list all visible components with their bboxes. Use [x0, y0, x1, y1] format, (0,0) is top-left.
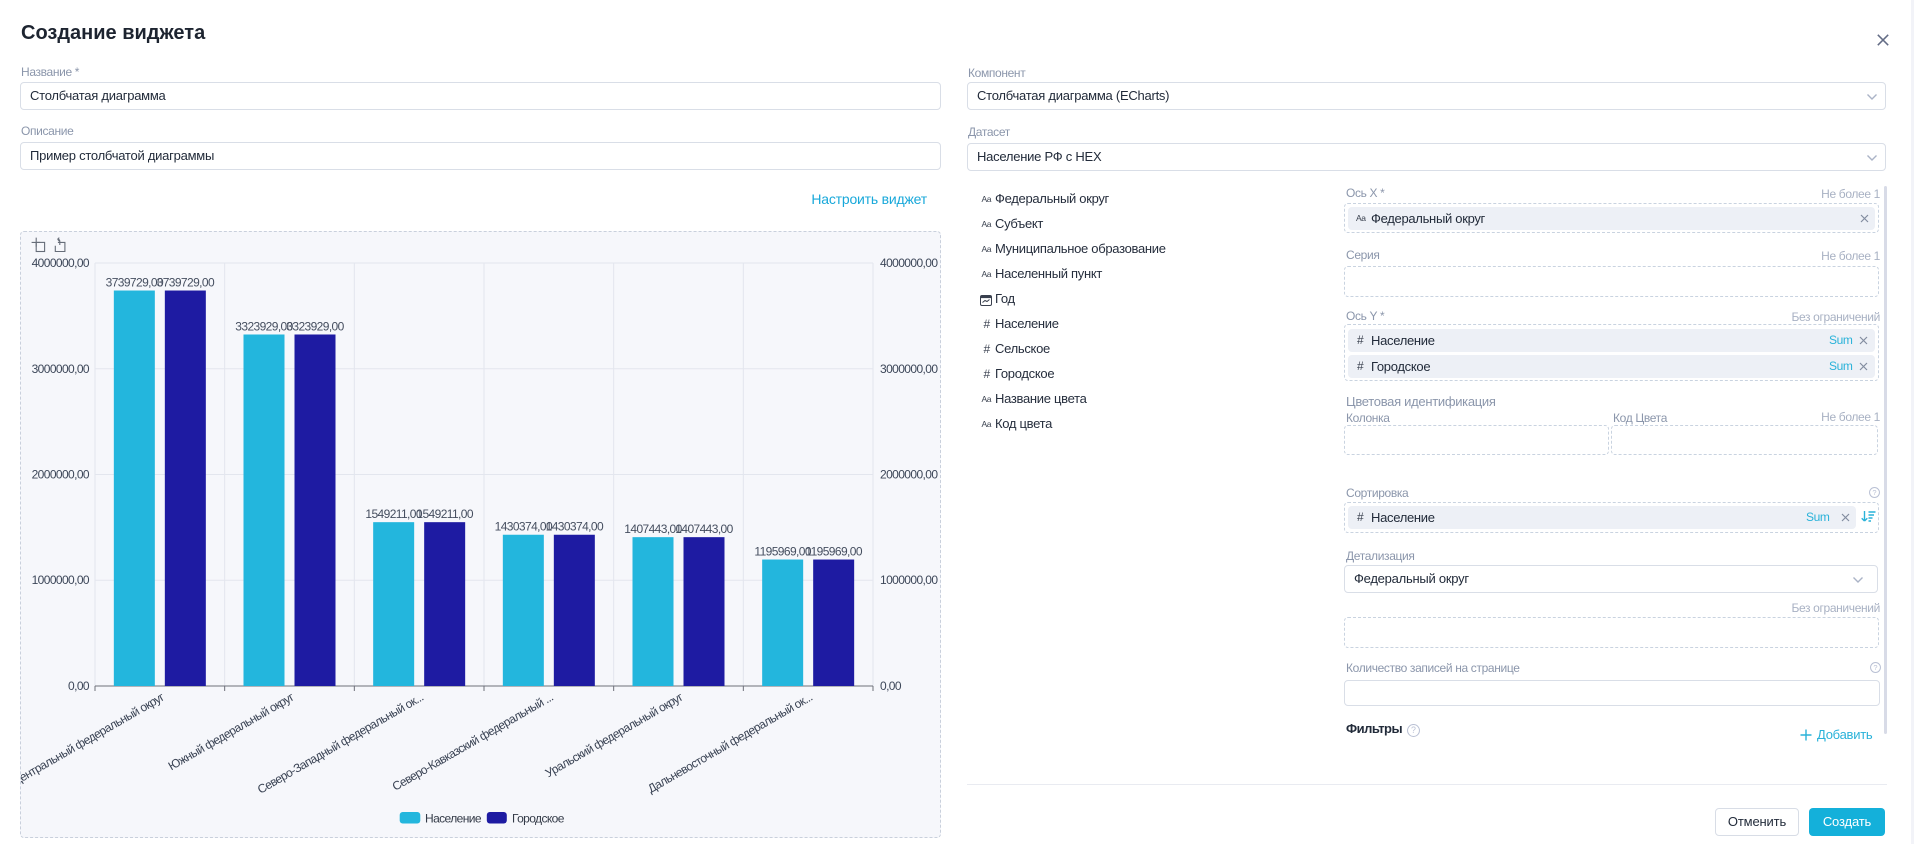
svg-text:3323929,00: 3323929,00 — [235, 319, 293, 333]
svg-text:3000000,00: 3000000,00 — [880, 362, 938, 376]
svg-text:4000000,00: 4000000,00 — [880, 256, 938, 270]
svg-text:1000000,00: 1000000,00 — [880, 573, 938, 587]
svg-text:2000000,00: 2000000,00 — [32, 468, 90, 482]
svg-text:?: ? — [1873, 663, 1877, 672]
svg-text:1407443,00: 1407443,00 — [624, 522, 682, 536]
svg-text:1407443,00: 1407443,00 — [675, 522, 733, 536]
svg-text:2000000,00: 2000000,00 — [880, 468, 938, 482]
svg-text:4000000,00: 4000000,00 — [32, 256, 90, 270]
svg-text:0,00: 0,00 — [880, 679, 902, 693]
svg-text:Население: Население — [425, 812, 482, 826]
svg-text:3000000,00: 3000000,00 — [32, 362, 90, 376]
svg-text:1430374,00: 1430374,00 — [546, 520, 604, 534]
svg-text:1549211,00: 1549211,00 — [416, 507, 473, 521]
svg-text:Южный федеральный округ: Южный федеральный округ — [166, 689, 297, 773]
svg-text:?: ? — [1872, 488, 1876, 497]
svg-text:Уральский федеральный округ: Уральский федеральный округ — [543, 689, 686, 780]
svg-text:3323929,00: 3323929,00 — [286, 319, 344, 333]
svg-text:Центральный федеральный округ: Центральный федеральный округ — [21, 689, 167, 788]
svg-text:0,00: 0,00 — [68, 679, 90, 693]
svg-text:1195969,00: 1195969,00 — [754, 545, 811, 559]
svg-text:3739729,00: 3739729,00 — [157, 276, 215, 290]
svg-text:3739729,00: 3739729,00 — [106, 276, 164, 290]
svg-text:1549211,00: 1549211,00 — [365, 507, 422, 521]
svg-text:1000000,00: 1000000,00 — [32, 573, 90, 587]
svg-text:?: ? — [1411, 725, 1416, 735]
svg-text:1430374,00: 1430374,00 — [495, 520, 553, 534]
svg-text:1195969,00: 1195969,00 — [805, 545, 862, 559]
svg-text:Городское: Городское — [512, 812, 565, 826]
